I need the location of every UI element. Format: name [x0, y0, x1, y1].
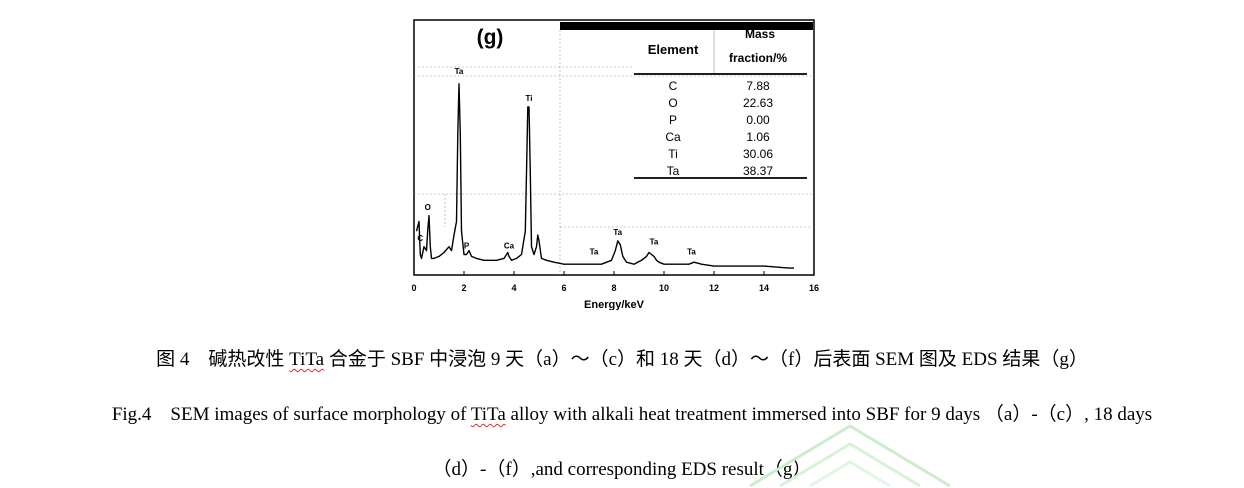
- caption-en-part3: alloy with alkali heat treatment immerse…: [505, 404, 1153, 425]
- x-axis: 0 2 4 6 8 10 12 14 16: [411, 271, 819, 293]
- caption-cn-part1: 图 4 碱热改性: [156, 349, 290, 370]
- table-header-fraction: fraction/%: [729, 51, 787, 65]
- table-header-mass: Mass: [745, 27, 775, 41]
- x-tick-label-6: 6: [561, 283, 566, 293]
- table-cell-value-o: 22.63: [743, 96, 773, 110]
- eds-figure: (g) Element Mass fraction/% C 7.88 O 22.63 P…: [405, 18, 825, 310]
- grid-lines: [414, 30, 814, 275]
- x-tick-label-12: 12: [709, 283, 719, 293]
- table-top-bar: [560, 22, 813, 30]
- spectrum-line: [415, 83, 794, 269]
- table-rows: C 7.88 O 22.63 P 0.00 Ca 1.06 Ti 30.06 Ta 38.37: [665, 79, 773, 178]
- table-cell-element-ta: Ta: [667, 164, 680, 178]
- peak-label-o-1: O: [425, 203, 431, 212]
- caption-chinese: 图 4 碱热改性 TiTa 合金于 SBF 中浸泡 9 天（a）～（c）和 18…: [0, 344, 1244, 371]
- x-tick-label-14: 14: [759, 283, 769, 293]
- table-cell-value-ca: 1.06: [746, 130, 770, 144]
- table-cell-element-o: O: [668, 96, 677, 110]
- table-cell-value-ti: 30.06: [743, 147, 773, 161]
- panel-label: (g): [477, 26, 504, 49]
- caption-cn-part3: 合金于 SBF 中浸泡 9 天（a）～（c）和 18 天（d）～（f）后表面 S…: [324, 349, 1088, 370]
- x-tick-label-4: 4: [511, 283, 516, 293]
- x-axis-label: Energy/keV: [584, 299, 645, 310]
- caption-cn-alloy: TiTa: [289, 349, 325, 370]
- table-cell-element-ti: Ti: [668, 147, 678, 161]
- caption-english-line1: Fig.4 SEM images of surface morphology o…: [10, 399, 1244, 426]
- caption-en-alloy: TiTa: [470, 404, 506, 425]
- x-tick-label-0: 0: [411, 283, 416, 293]
- eds-chart: (g) Element Mass fraction/% C 7.88 O 22.63 P…: [411, 19, 819, 310]
- table-cell-element-ca: Ca: [665, 130, 681, 144]
- peak-label-ta-6: Ta: [590, 247, 599, 256]
- peak-label-ta-8: Ta: [650, 238, 659, 247]
- table-cell-value-ta: 38.37: [743, 164, 773, 178]
- peak-label-ti-5: Ti: [526, 94, 533, 103]
- peak-label-ta-9: Ta: [687, 247, 696, 256]
- x-tick-label-2: 2: [461, 283, 466, 293]
- caption-en-part1: Fig.4 SEM images of surface morphology o…: [111, 404, 471, 425]
- peak-label-ta-2: Ta: [455, 67, 464, 76]
- caption-english-line2: （d）-（f）,and corresponding EDS result（g）: [432, 459, 812, 480]
- table-cell-value-c: 7.88: [746, 79, 770, 93]
- peak-label-ca-4: Ca: [504, 242, 515, 251]
- peak-label-ta-7: Ta: [613, 228, 622, 237]
- table-cell-element-p: P: [669, 113, 677, 127]
- peak-label-c-0: C: [417, 234, 423, 243]
- table-cell-element-c: C: [669, 79, 678, 93]
- peak-label-p-3: P: [464, 242, 470, 251]
- x-tick-label-16: 16: [809, 283, 819, 293]
- table-header-element: Element: [648, 42, 699, 57]
- table-cell-value-p: 0.00: [746, 113, 770, 127]
- x-tick-label-8: 8: [611, 283, 616, 293]
- x-tick-label-10: 10: [659, 283, 669, 293]
